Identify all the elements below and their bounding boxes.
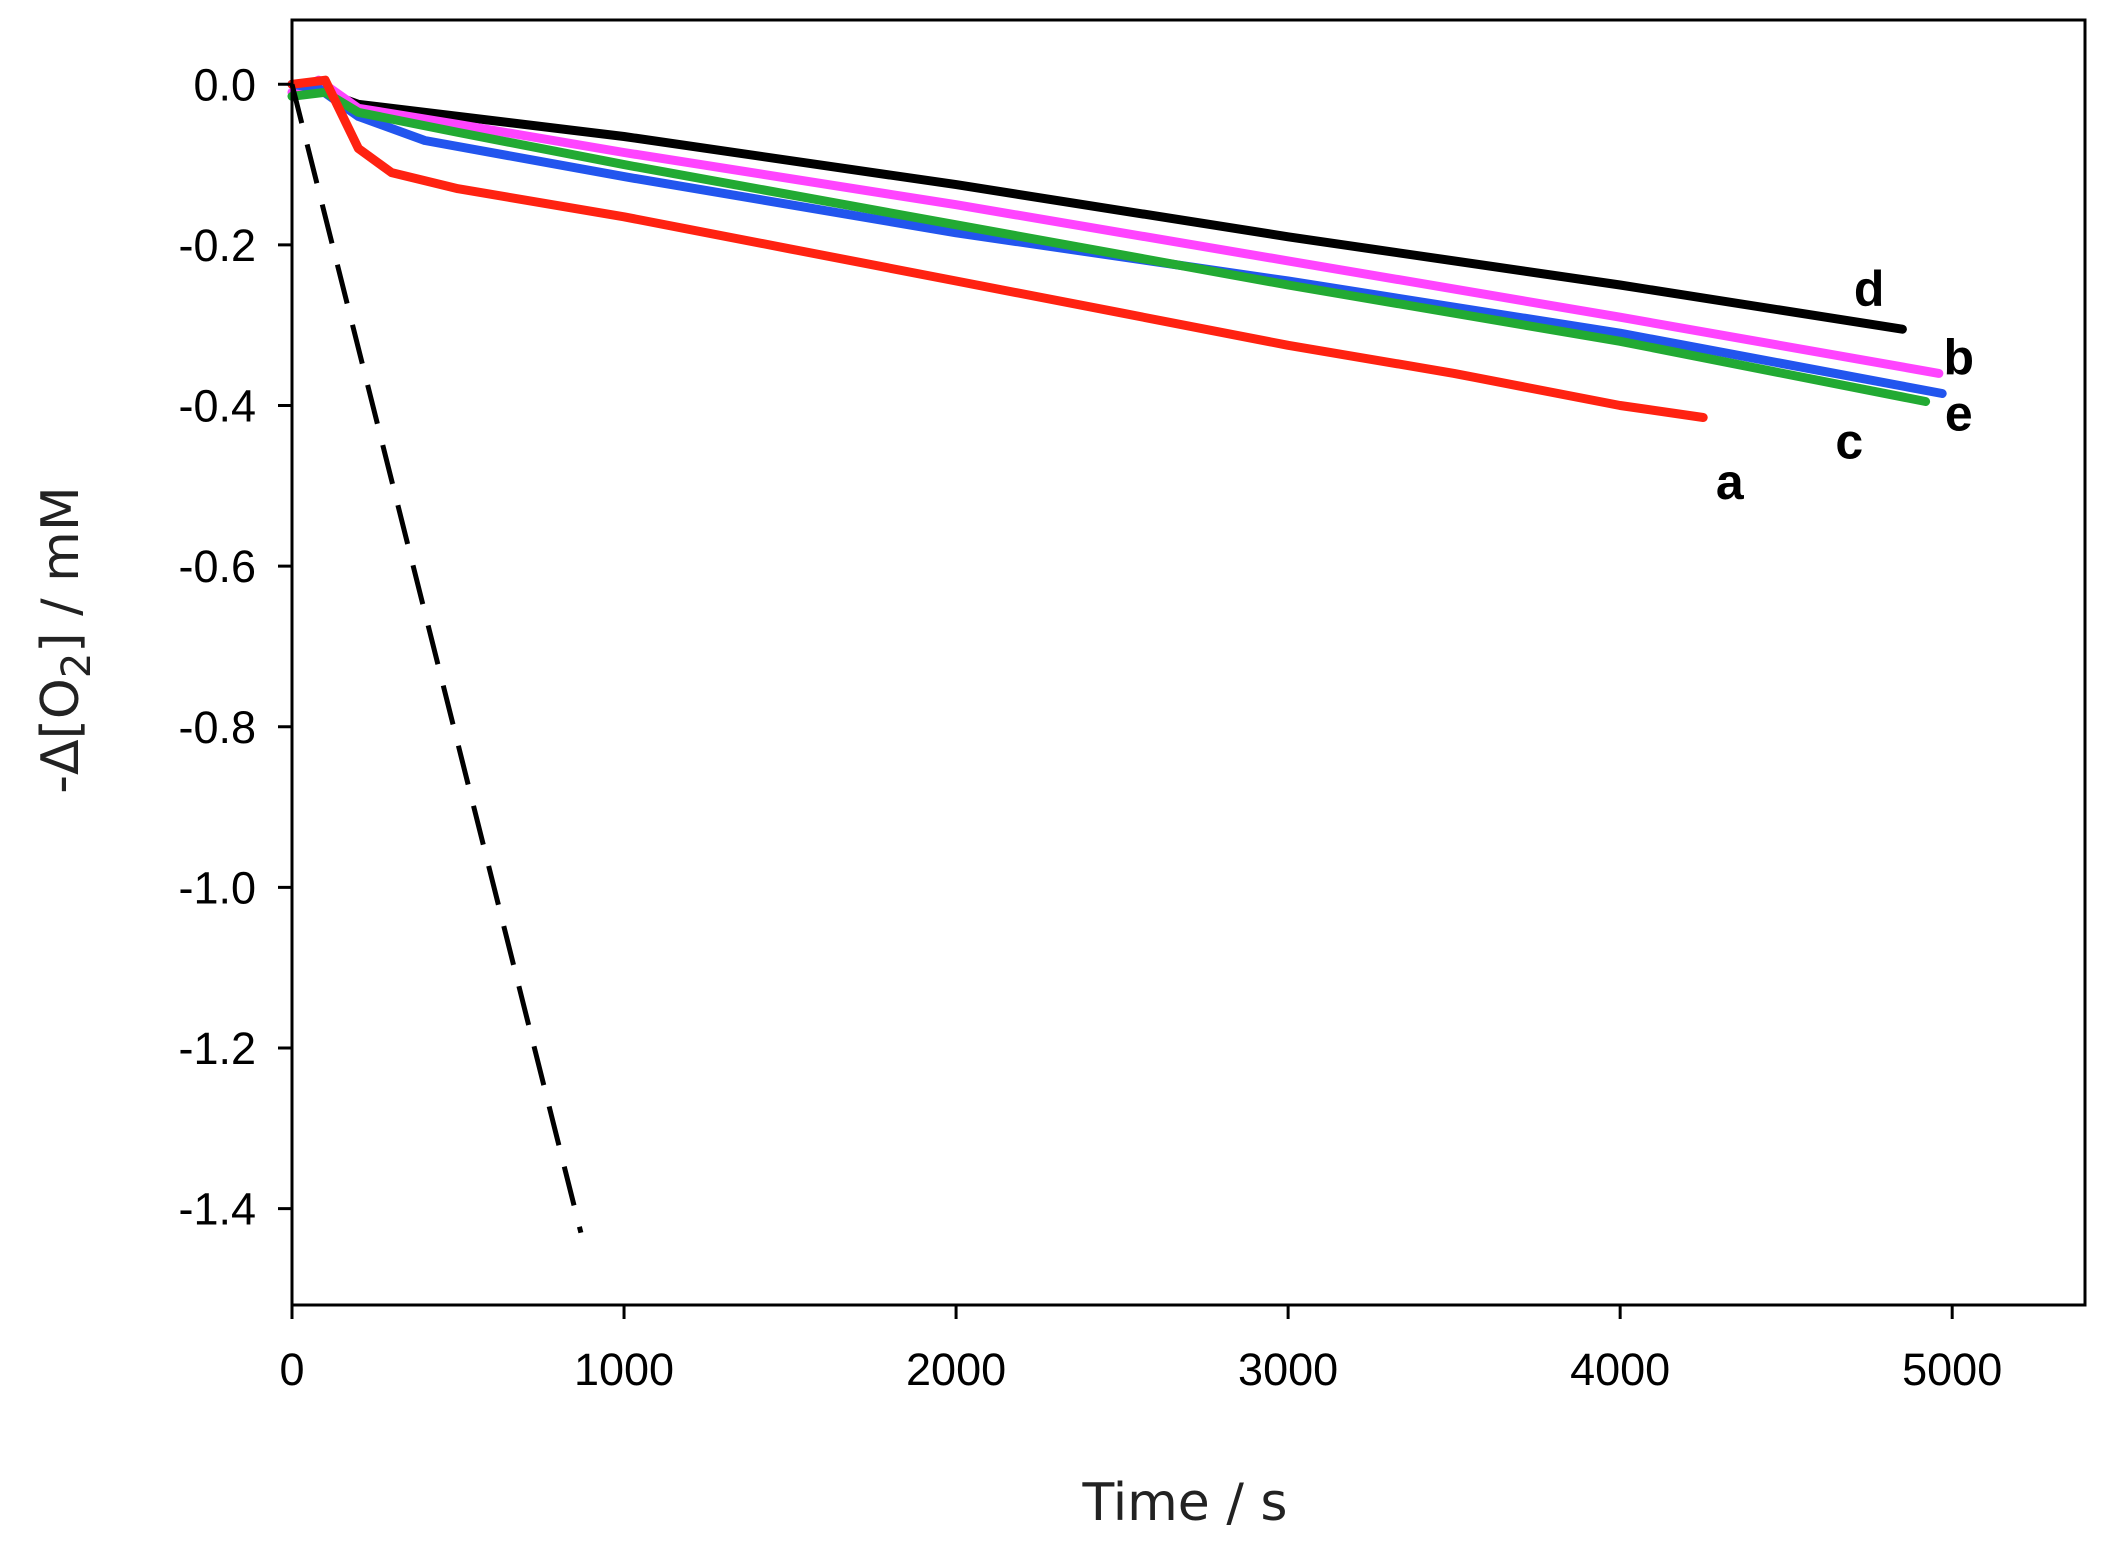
plot-area [287, 75, 1947, 1234]
x-tick-label: 3000 [1238, 1344, 1338, 1395]
y-tick-label: -1.4 [178, 1184, 256, 1235]
series-label-e: e [1945, 386, 1973, 442]
y-tick-label: -0.6 [178, 541, 256, 592]
y-tick-label: -1.0 [178, 862, 256, 913]
y-tick-label: 0.0 [193, 59, 256, 110]
y-axis-title: -Δ[O2] / mM [31, 486, 100, 793]
y-tick-label: -0.8 [178, 702, 256, 753]
y-tick-label: -0.2 [178, 220, 256, 271]
x-tick-label: 1000 [574, 1344, 674, 1395]
axes [278, 18, 2087, 1319]
x-axis-title: Time / s [1082, 1473, 1288, 1533]
y-axis-title-suffix: ] / mM [31, 486, 91, 652]
x-tick-label: 4000 [1570, 1344, 1670, 1395]
series-label-b: b [1944, 329, 1975, 385]
series-label-a: a [1716, 454, 1745, 510]
y-tick-label: -1.2 [178, 1023, 256, 1074]
x-tick-label: 5000 [1902, 1344, 2002, 1395]
series-label-d: d [1854, 261, 1885, 317]
y-axis-title-prefix: -Δ[O [31, 678, 91, 794]
labels: 0 1000 2000 3000 4000 5000 0.0 -0.2 -0.4 -0.6 -0.8… [178, 59, 2002, 1395]
y-tick-label: -0.4 [178, 381, 256, 432]
series-label-c: c [1835, 414, 1863, 470]
y-axis-title-subscript: 2 [54, 653, 100, 678]
series-line-a [287, 75, 1708, 422]
plot-frame [290, 18, 2087, 1307]
x-tick-label: 2000 [906, 1344, 1006, 1395]
reference-dashed-line [289, 83, 584, 1234]
x-tick-label: 0 [279, 1344, 304, 1395]
